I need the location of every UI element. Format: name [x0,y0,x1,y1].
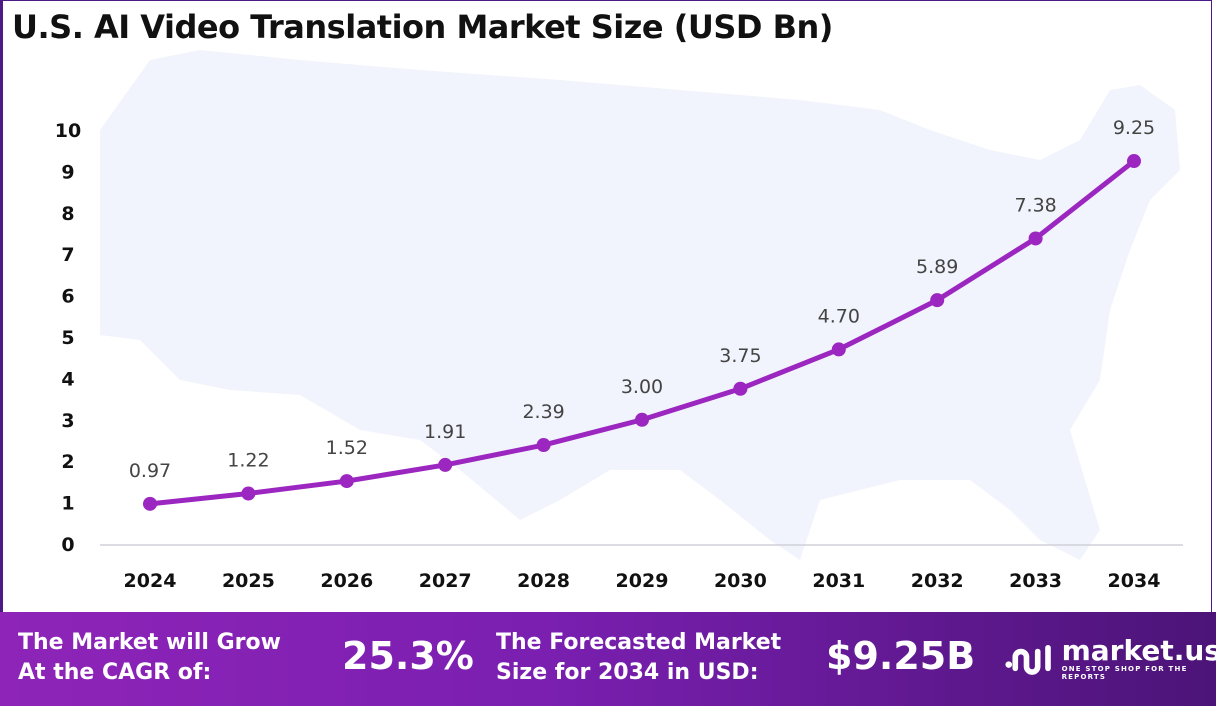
data-label: 2.39 [522,401,564,423]
cagr-label-line2: At the CAGR of: [18,660,212,685]
data-point [930,293,945,308]
x-tick-label: 2031 [812,570,865,592]
chart-frame [0,0,1212,612]
x-tick-label: 2033 [1009,570,1062,592]
chart-title: U.S. AI Video Translation Market Size (U… [12,8,833,46]
y-tick-label: 10 [55,120,81,142]
cagr-value: 25.3% [342,634,474,678]
y-tick-label: 4 [61,368,74,390]
cagr-label: The Market will Grow At the CAGR of: [18,628,281,688]
logo-tagline: ONE STOP SHOP FOR THE REPORTS [1061,665,1188,681]
data-point [1028,231,1043,246]
data-point [733,381,748,396]
x-tick-label: 2025 [222,570,275,592]
forecast-label-line1: The Forecasted Market [496,630,782,655]
data-point [241,486,256,501]
y-tick-label: 2 [61,451,74,473]
data-label: 9.25 [1113,117,1155,139]
y-tick-label: 3 [61,410,74,432]
data-label: 0.97 [129,460,171,482]
x-tick-label: 2026 [320,570,373,592]
y-tick-label: 1 [61,493,74,515]
y-tick-label: 5 [61,327,74,349]
x-tick-label: 2028 [517,570,570,592]
data-point [143,496,157,511]
logo-icon [1005,644,1051,675]
footer-banner: The Market will Grow At the CAGR of: 25.… [0,612,1216,706]
y-tick-label: 0 [61,534,74,556]
y-tick-label: 6 [61,286,74,308]
data-point [1127,154,1141,169]
data-label: 3.75 [719,345,761,367]
data-label: 5.89 [916,256,958,278]
data-label: 1.91 [424,421,466,443]
forecast-value: $9.25B [826,634,976,678]
logo-name: market.us [1061,634,1216,667]
y-tick-label: 9 [61,161,74,183]
data-point [635,412,649,427]
data-point [536,438,551,453]
cagr-label-line1: The Market will Grow [18,630,281,655]
y-tick-label: 7 [61,244,74,266]
x-tick-label: 2029 [616,570,669,592]
forecast-label-line2: Size for 2034 in USD: [496,660,759,685]
data-point [831,342,846,357]
y-tick-label: 8 [61,203,74,225]
data-label: 7.38 [1014,194,1056,216]
data-point [339,474,354,489]
data-label: 3.00 [621,376,663,398]
x-tick-label: 2032 [911,570,964,592]
us-map-background [100,50,1180,560]
data-point [438,457,453,472]
x-tick-label: 2027 [419,570,472,592]
x-tick-label: 2030 [714,570,767,592]
market-us-logo[interactable]: market.us ONE STOP SHOP FOR THE REPORTS [1005,637,1216,681]
line-chart: 0 1 2 3 4 5 6 7 8 9 10 2024 2025 2026 2027 2028 2029 203… [55,50,1183,592]
x-tick-label: 2024 [124,570,177,592]
data-label: 4.70 [818,305,860,327]
x-tick-label: 2034 [1108,570,1161,592]
data-label: 1.22 [227,449,269,471]
data-label: 1.52 [326,437,368,459]
forecast-label: The Forecasted Market Size for 2034 in U… [496,628,781,688]
